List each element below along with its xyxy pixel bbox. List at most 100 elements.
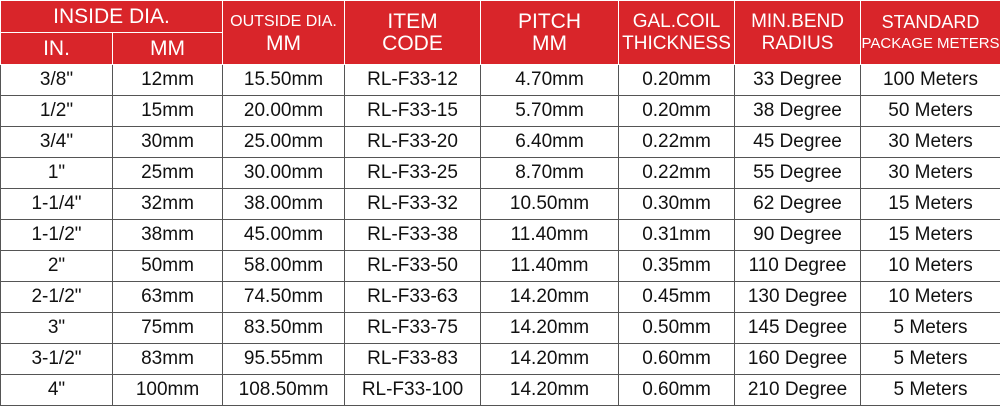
table-cell: 58.00mm bbox=[222, 250, 346, 282]
table-cell: 4.70mm bbox=[480, 64, 620, 96]
table-cell: 90 Degree bbox=[734, 219, 862, 251]
header-line: PITCH bbox=[518, 9, 582, 33]
table-cell: 25.00mm bbox=[222, 126, 346, 158]
column-header: ITEM CODE bbox=[344, 0, 482, 65]
table-cell: 0.45mm bbox=[618, 281, 736, 313]
table-cell: 3-1/2" bbox=[0, 343, 113, 375]
table-cell: RL-F33-15 bbox=[344, 95, 482, 127]
table-cell: RL-F33-63 bbox=[344, 281, 482, 313]
table-cell: 0.20mm bbox=[618, 64, 736, 96]
table-row: 3/8" 12mm 15.50mm RL-F33-12 4.70mm 0.20mm 33 D… bbox=[0, 64, 1000, 96]
table-cell: 0.22mm bbox=[618, 126, 736, 158]
table-cell: 62 Degree bbox=[734, 188, 862, 220]
table-cell: 30 Meters bbox=[860, 126, 1000, 158]
table-cell: 0.20mm bbox=[618, 95, 736, 127]
table-row: 1/2" 15mm 20.00mm RL-F33-15 5.70mm 0.20mm 38 D… bbox=[0, 95, 1000, 127]
table-cell: 2" bbox=[0, 250, 113, 282]
header-line: GAL.COIL bbox=[632, 10, 721, 32]
table-cell: 3" bbox=[0, 312, 113, 344]
table-cell: 160 Degree bbox=[734, 343, 862, 375]
table-row: 2" 50mm 58.00mm RL-F33-50 11.40mm 0.35mm 110 D… bbox=[0, 250, 1000, 282]
table-cell: 210 Degree bbox=[734, 374, 862, 406]
table-row: 3-1/2" 83mm 95.55mm RL-F33-83 14.20mm 0.60mm 1… bbox=[0, 343, 1000, 375]
header-line: CODE bbox=[382, 31, 443, 55]
table-cell: 30.00mm bbox=[222, 157, 346, 189]
header-line: ITEM bbox=[387, 9, 438, 33]
table-cell: 33 Degree bbox=[734, 64, 862, 96]
column-header: GAL.COIL THICKNESS bbox=[618, 0, 736, 65]
table-cell: RL-F33-100 bbox=[344, 374, 482, 406]
table-cell: 38.00mm bbox=[222, 188, 346, 220]
table-cell: 45.00mm bbox=[222, 219, 346, 251]
table-cell: 0.35mm bbox=[618, 250, 736, 282]
table-row: 1" 25mm 30.00mm RL-F33-25 8.70mm 0.22mm 55 Deg… bbox=[0, 157, 1000, 189]
table-cell: 20.00mm bbox=[222, 95, 346, 127]
table-cell: 10.50mm bbox=[480, 188, 620, 220]
sub-header: MM bbox=[111, 32, 224, 65]
table-cell: 0.60mm bbox=[618, 374, 736, 406]
table-row: 3/4" 30mm 25.00mm RL-F33-20 6.40mm 0.22mm 45 D… bbox=[0, 126, 1000, 158]
table-cell: 50mm bbox=[111, 250, 224, 282]
table-cell: 63mm bbox=[111, 281, 224, 313]
table-cell: 25mm bbox=[111, 157, 224, 189]
table-cell: 15 Meters bbox=[860, 188, 1000, 220]
table-cell: 3/4" bbox=[0, 126, 113, 158]
table-cell: 45 Degree bbox=[734, 126, 862, 158]
table-cell: 3/8" bbox=[0, 64, 113, 96]
table-cell: 95.55mm bbox=[222, 343, 346, 375]
table-cell: 0.30mm bbox=[618, 188, 736, 220]
table-cell: RL-F33-50 bbox=[344, 250, 482, 282]
table-cell: 108.50mm bbox=[222, 374, 346, 406]
table-cell: 1/2" bbox=[0, 95, 113, 127]
table-cell: RL-F33-75 bbox=[344, 312, 482, 344]
table-cell: 12mm bbox=[111, 64, 224, 96]
table-cell: 0.22mm bbox=[618, 157, 736, 189]
table-cell: RL-F33-20 bbox=[344, 126, 482, 158]
table-cell: RL-F33-12 bbox=[344, 64, 482, 96]
table-cell: 11.40mm bbox=[480, 250, 620, 282]
header-row: INSIDE DIA. OUTSIDE DIA. MM ITEM CODE PITCH M… bbox=[0, 0, 1000, 65]
table-cell: 110 Degree bbox=[734, 250, 862, 282]
table-row: 1-1/4" 32mm 38.00mm RL-F33-32 10.50mm 0.30mm 6… bbox=[0, 188, 1000, 220]
table-cell: 1-1/2" bbox=[0, 219, 113, 251]
table-header: INSIDE DIA. OUTSIDE DIA. MM ITEM CODE PITCH M… bbox=[0, 0, 1000, 65]
table-cell: 30mm bbox=[111, 126, 224, 158]
header-row: IN. MM bbox=[0, 32, 1000, 65]
header-line: OUTSIDE DIA. bbox=[230, 12, 337, 30]
table-cell: 83mm bbox=[111, 343, 224, 375]
table-cell: 6.40mm bbox=[480, 126, 620, 158]
table-row: 1-1/2" 38mm 45.00mm RL-F33-38 11.40mm 0.31mm 9… bbox=[0, 219, 1000, 251]
column-header: OUTSIDE DIA. MM bbox=[222, 0, 346, 65]
table-cell: 83.50mm bbox=[222, 312, 346, 344]
table-cell: 14.20mm bbox=[480, 343, 620, 375]
table-cell: 75mm bbox=[111, 312, 224, 344]
table-cell: 38 Degree bbox=[734, 95, 862, 127]
table-cell: 14.20mm bbox=[480, 281, 620, 313]
table-cell: 4" bbox=[0, 374, 113, 406]
table-cell: 14.20mm bbox=[480, 312, 620, 344]
table-cell: 1" bbox=[0, 157, 113, 189]
table-cell: RL-F33-38 bbox=[344, 219, 482, 251]
table-row: 4" 100mm 108.50mm RL-F33-100 14.20mm 0.60mm 21… bbox=[0, 374, 1000, 406]
column-header: STANDARD PACKAGE METERS bbox=[860, 0, 1000, 65]
table-cell: 15mm bbox=[111, 95, 224, 127]
table-cell: 32mm bbox=[111, 188, 224, 220]
table-cell: 0.50mm bbox=[618, 312, 736, 344]
table-row: 3" 75mm 83.50mm RL-F33-75 14.20mm 0.50mm 145 D… bbox=[0, 312, 1000, 344]
table-cell: 5 Meters bbox=[860, 312, 1000, 344]
table-cell: RL-F33-25 bbox=[344, 157, 482, 189]
table-cell: 8.70mm bbox=[480, 157, 620, 189]
table-cell: 2-1/2" bbox=[0, 281, 113, 313]
table-cell: 100 Meters bbox=[860, 64, 1000, 96]
header-line: MIN.BEND bbox=[751, 10, 844, 32]
table-cell: 74.50mm bbox=[222, 281, 346, 313]
table-cell: 5 Meters bbox=[860, 343, 1000, 375]
header-line: STANDARD bbox=[881, 11, 980, 32]
column-header: MIN.BEND RADIUS bbox=[734, 0, 862, 65]
table-cell: 15.50mm bbox=[222, 64, 346, 96]
header-line: MM bbox=[532, 31, 568, 55]
table-body: 3/8" 12mm 15.50mm RL-F33-12 4.70mm 0.20mm 33 D… bbox=[0, 64, 1000, 406]
header-line: PACKAGE METERS bbox=[861, 34, 1000, 52]
